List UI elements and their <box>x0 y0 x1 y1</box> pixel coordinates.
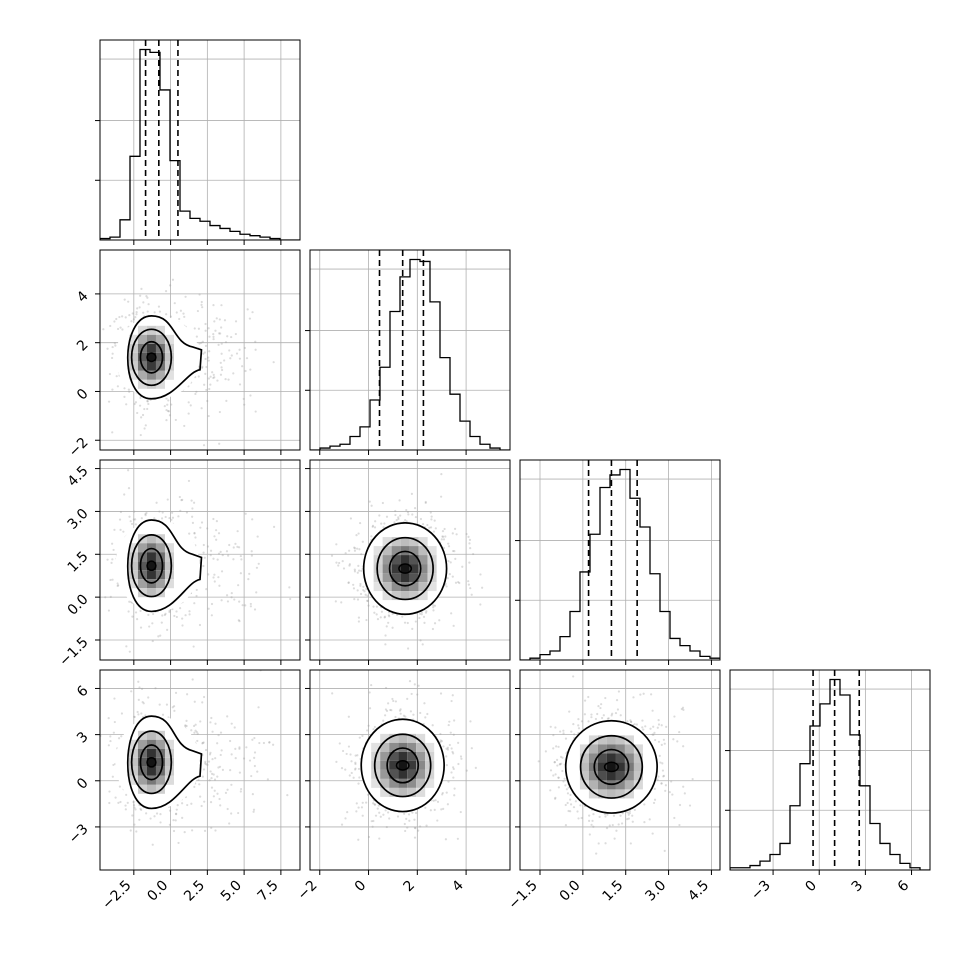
density-cell-r3-c1 <box>398 770 407 779</box>
xtick-label-3-1: 0 <box>802 878 820 896</box>
xtick-label-1-2: 2 <box>401 878 419 896</box>
ytick-label-2-4: 4.5 <box>65 463 92 490</box>
density-cell-r2-c1 <box>401 573 410 582</box>
xtick-label-0-4: 7.5 <box>255 878 282 905</box>
histogram-step-r1-c1 <box>310 260 510 450</box>
ytick-label-3-2: 3 <box>74 729 92 747</box>
density-cell-r3-c2 <box>589 762 598 771</box>
density-cell-r3-c1 <box>398 761 407 770</box>
density-cell-r3-c1 <box>371 761 380 770</box>
ytick-label-2-2: 1.5 <box>65 549 92 576</box>
ytick-label-1-3: 4 <box>74 288 92 306</box>
xtick-label-2-2: 1.5 <box>599 878 626 905</box>
density-cell-r2-c0 <box>147 570 156 579</box>
ytick-label-2-3: 3.0 <box>65 506 92 533</box>
panel-frame-r2-c2 <box>520 460 720 660</box>
ytick-label-3-1: 0 <box>74 775 92 793</box>
density-cell-r3-c0 <box>156 758 165 767</box>
density-cell-r2-c0 <box>165 561 174 570</box>
xtick-label-1-1: 0 <box>352 878 370 896</box>
density-cell-r3-c2 <box>625 744 634 753</box>
density-cell-r3-c2 <box>625 780 634 789</box>
histogram-step-r3-c3 <box>730 680 930 870</box>
ytick-label-2-0: −1.5 <box>56 634 91 669</box>
xtick-label-1-3: 4 <box>449 877 467 895</box>
density-cell-r3-c0 <box>147 749 156 758</box>
xtick-label-0-2: 2.5 <box>181 878 208 905</box>
xtick-label-0-0: −2.5 <box>99 878 134 913</box>
histogram-step-r2-c2 <box>520 470 720 660</box>
density-cell-r2-c1 <box>428 564 437 573</box>
density-cell-r2-c1 <box>374 564 383 573</box>
ytick-label-2-1: 0.0 <box>65 591 92 618</box>
density-cell-r3-c2 <box>625 762 634 771</box>
xtick-label-3-2: 3 <box>849 878 867 896</box>
density-cell-r3-c0 <box>147 767 156 776</box>
density-cell-r3-c1 <box>425 761 434 770</box>
xtick-label-0-1: 0.0 <box>144 878 171 905</box>
density-cell-r1-c0 <box>147 362 156 371</box>
density-cell-r2-c1 <box>410 573 419 582</box>
density-cell-r2-c1 <box>401 582 410 591</box>
ytick-label-1-2: 2 <box>74 337 92 355</box>
ytick-label-3-0: −3 <box>66 821 92 847</box>
density-cell-r3-c1 <box>398 752 407 761</box>
ytick-label-1-1: 0 <box>74 386 92 404</box>
ytick-label-1-0: −2 <box>66 435 92 461</box>
density-cell-r2-c0 <box>129 561 138 570</box>
density-cell-r3-c0 <box>165 758 174 767</box>
xtick-label-2-3: 3.0 <box>642 878 669 905</box>
density-cell-r2-c0 <box>147 543 156 552</box>
density-cell-r1-c0 <box>165 353 174 362</box>
xtick-label-2-1: 0.0 <box>557 878 584 905</box>
density-cell-r2-c0 <box>147 552 156 561</box>
xtick-label-1-0: −2 <box>295 878 321 904</box>
density-cell-r2-c1 <box>401 546 410 555</box>
xtick-label-2-0: −1.5 <box>505 878 540 913</box>
xtick-label-2-4: 4.5 <box>685 878 712 905</box>
density-cell-r1-c0 <box>156 353 165 362</box>
density-cell-r3-c0 <box>138 758 147 767</box>
density-cell-r3-c2 <box>607 735 616 744</box>
density-cell-r3-c2 <box>589 744 598 753</box>
histogram-step-r0-c0 <box>100 50 300 240</box>
density-cell-r2-c1 <box>401 555 410 564</box>
density-cell-r2-c1 <box>410 555 419 564</box>
xtick-label-0-3: 5.0 <box>218 878 245 905</box>
ytick-label-3-3: 6 <box>74 683 92 701</box>
density-cell-r1-c0 <box>138 353 147 362</box>
xtick-label-3-3: 6 <box>895 877 913 895</box>
density-cell-r2-c0 <box>147 579 156 588</box>
density-cell-r3-c2 <box>607 753 616 762</box>
density-cell-r2-c0 <box>156 561 165 570</box>
density-cell-r3-c0 <box>129 758 138 767</box>
density-cell-r3-c2 <box>607 762 616 771</box>
density-cell-r2-c1 <box>392 573 401 582</box>
density-cell-r3-c2 <box>589 780 598 789</box>
density-cell-r1-c0 <box>147 344 156 353</box>
panel-frame-r1-c1 <box>310 250 510 450</box>
density-cell-r1-c0 <box>129 353 138 362</box>
density-cell-r2-c0 <box>138 561 147 570</box>
density-cell-r3-c2 <box>607 771 616 780</box>
xtick-label-3-0: −3 <box>748 878 774 904</box>
density-cell-r2-c1 <box>392 555 401 564</box>
density-cell-r3-c2 <box>607 789 616 798</box>
